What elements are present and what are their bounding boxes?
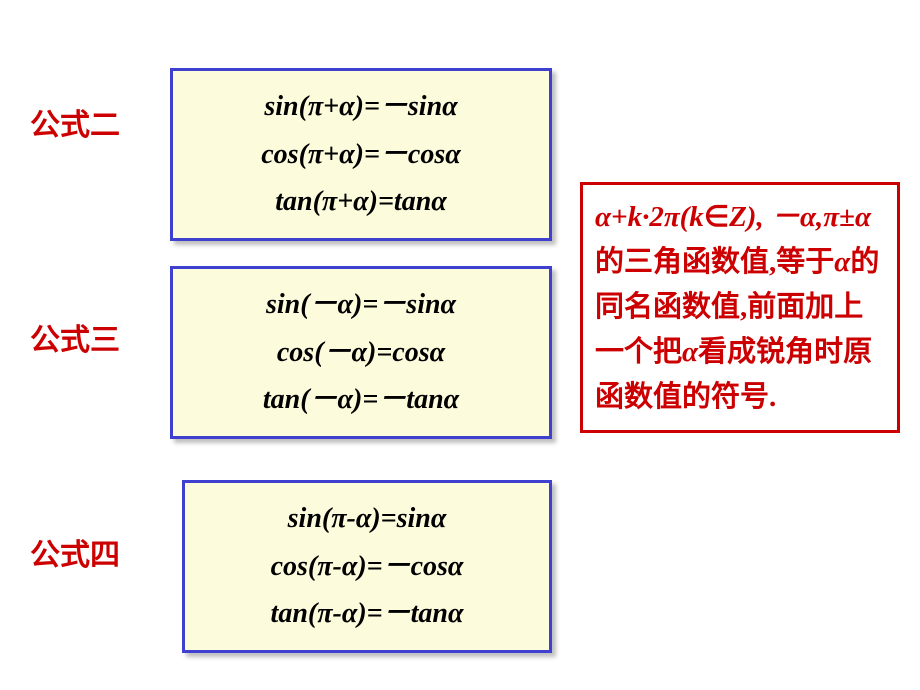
formula-4-line-2: cos(π-α)=－cosα bbox=[205, 543, 529, 591]
note-part-2: ∈ bbox=[704, 201, 729, 233]
formula-3-line-3: tan(－α)=－tanα bbox=[193, 376, 529, 424]
formula-4-box: sin(π-α)=sinα cos(π-α)=－cosα tan(π-α)=－t… bbox=[182, 480, 552, 653]
formula-2-line-2: cos(π+α)=－cosα bbox=[193, 131, 529, 179]
note-part-4: －α,π±α bbox=[771, 201, 871, 233]
formula-4-line-3: tan(π-α)=－tanα bbox=[205, 590, 529, 638]
note-part-6: α bbox=[834, 246, 850, 278]
formula-2-line-1: sin(π+α)=－sinα bbox=[193, 83, 529, 131]
note-part-3: Z), bbox=[729, 201, 764, 233]
formula-2-line-3: tan(π+α)=tanα bbox=[193, 178, 529, 226]
note-part-1: α+k·2π(k bbox=[595, 201, 704, 233]
formula-3-label: 公式三 bbox=[30, 315, 120, 359]
formula-2-label: 公式二 bbox=[30, 100, 120, 144]
formula-3-line-2: cos(－α)=cosα bbox=[193, 329, 529, 377]
note-part-8: α bbox=[682, 336, 698, 368]
formula-4-line-1: sin(π-α)=sinα bbox=[205, 495, 529, 543]
note-box: α+k·2π(k∈Z), －α,π±α的三角函数值,等于α的同名函数值,前面加上… bbox=[580, 182, 900, 433]
formula-4-label: 公式四 bbox=[30, 530, 120, 574]
formula-2-box: sin(π+α)=－sinα cos(π+α)=－cosα tan(π+α)=t… bbox=[170, 68, 552, 241]
note-part-5: 的三角函数值,等于 bbox=[595, 246, 834, 278]
formula-3-line-1: sin(－α)=－sinα bbox=[193, 281, 529, 329]
formula-3-box: sin(－α)=－sinα cos(－α)=cosα tan(－α)=－tanα bbox=[170, 266, 552, 439]
